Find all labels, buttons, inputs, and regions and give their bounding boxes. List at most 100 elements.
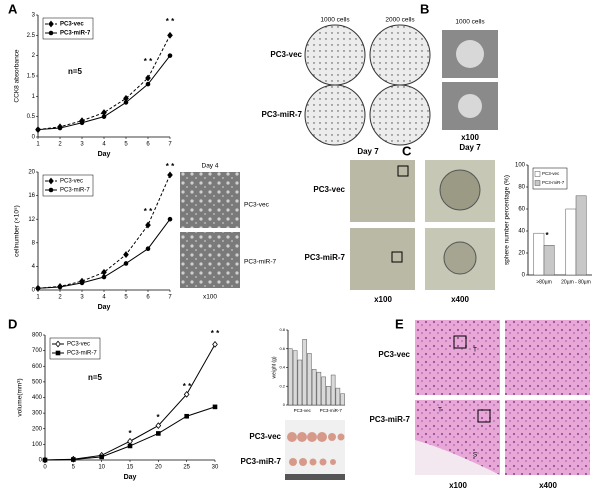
bar bbox=[575, 195, 587, 276]
annotation: * * bbox=[144, 57, 153, 66]
y-tick-label: 0 bbox=[522, 273, 526, 279]
marker bbox=[212, 404, 218, 410]
image-label: T bbox=[438, 407, 442, 414]
x-tick-label: 7 bbox=[168, 142, 172, 148]
image-label: Day 7 bbox=[357, 147, 379, 156]
colony-dishes bbox=[304, 24, 431, 146]
x-axis-label: Day bbox=[98, 304, 111, 311]
photo bbox=[350, 228, 415, 290]
marker bbox=[57, 125, 63, 131]
marker bbox=[35, 285, 41, 291]
photo bbox=[415, 320, 500, 395]
image-label: T bbox=[473, 347, 477, 354]
image-label: PC3-miR-7 bbox=[370, 415, 411, 424]
image-label: S bbox=[473, 452, 478, 459]
x-tick-label: 20µm - 80µm bbox=[561, 279, 591, 285]
y-tick-label: 4 bbox=[32, 264, 36, 270]
image-label: PC3-vec bbox=[270, 50, 302, 59]
y-tick-label: 0.5 bbox=[27, 114, 36, 120]
y-tick-label: 40 bbox=[518, 229, 525, 235]
legend-box bbox=[49, 337, 101, 360]
annotation: * * bbox=[211, 329, 220, 338]
legend-box bbox=[42, 17, 94, 40]
panel-label: E bbox=[395, 316, 404, 331]
x-tick-label: 20 bbox=[155, 465, 162, 471]
y-tick-label: 0.6 bbox=[279, 346, 285, 351]
y-tick-label: 400 bbox=[32, 395, 43, 401]
bar bbox=[330, 374, 336, 406]
marker bbox=[183, 390, 190, 398]
marker bbox=[155, 422, 162, 430]
legend-box bbox=[42, 174, 94, 197]
bar bbox=[307, 353, 312, 406]
y-tick-label: 1 bbox=[32, 94, 36, 100]
x-tick-label: 6 bbox=[146, 295, 150, 301]
bar bbox=[335, 387, 341, 406]
marker bbox=[156, 431, 161, 436]
x-tick-label: 7 bbox=[168, 295, 172, 301]
y-tick-label: 0 bbox=[39, 458, 43, 464]
y-tick-label: 12 bbox=[28, 217, 35, 223]
y-tick-label: 0 bbox=[32, 288, 36, 294]
marker bbox=[145, 221, 151, 229]
marker bbox=[145, 246, 151, 251]
photo bbox=[505, 320, 590, 395]
x-tick-label: 15 bbox=[127, 465, 134, 471]
marker bbox=[79, 120, 85, 126]
marker bbox=[123, 261, 129, 266]
image-label: PC3-vec bbox=[313, 185, 345, 194]
y-axis-label: CCK8 absorbance bbox=[14, 49, 21, 102]
y-tick-label: 800 bbox=[32, 333, 43, 339]
marker bbox=[101, 114, 107, 119]
image-label: x100 bbox=[461, 133, 479, 142]
bar bbox=[316, 371, 322, 406]
y-tick-label: 100 bbox=[515, 163, 526, 169]
bar bbox=[340, 393, 345, 406]
y-tick-label: 600 bbox=[32, 364, 43, 370]
y-tick-label: 2 bbox=[32, 53, 36, 59]
y-tick-label: 3 bbox=[32, 13, 36, 19]
x-tick-label: 2 bbox=[58, 295, 62, 301]
image-label: x400 bbox=[539, 481, 557, 490]
image-label: PC3-miR-7 bbox=[241, 457, 282, 466]
x-tick-label: 3 bbox=[80, 142, 84, 148]
legend-swatch bbox=[534, 171, 541, 177]
y-tick-label: 100 bbox=[32, 442, 43, 448]
stroma bbox=[415, 440, 500, 475]
x-tick-label: 5 bbox=[72, 465, 76, 471]
marker bbox=[167, 53, 173, 58]
legend-swatch bbox=[534, 180, 541, 186]
x-tick-label: 0 bbox=[43, 465, 47, 471]
image-label: 1000 cells bbox=[320, 17, 350, 24]
marker bbox=[79, 280, 85, 286]
image-label: 1000 cells bbox=[455, 19, 485, 26]
marker bbox=[127, 443, 133, 449]
panel-label: D bbox=[8, 316, 17, 331]
x-tick-label: 2 bbox=[58, 142, 62, 148]
y-tick-label: 20 bbox=[28, 170, 35, 176]
x-tick-label: 4 bbox=[102, 142, 106, 148]
image-label: PC3-vec bbox=[249, 432, 281, 441]
image-label: 2000 cells bbox=[385, 17, 415, 24]
marker bbox=[123, 251, 129, 259]
y-axis-label: weight (g) bbox=[271, 356, 277, 378]
x-axis-label: Day bbox=[124, 474, 137, 481]
annotation: n=5 bbox=[88, 373, 103, 382]
annotation: * * bbox=[166, 162, 175, 171]
marker bbox=[57, 284, 63, 290]
group-label: PC3-miR-7 bbox=[320, 408, 343, 413]
legend-box bbox=[532, 167, 568, 190]
bar bbox=[288, 348, 293, 406]
photo bbox=[180, 172, 240, 228]
marker bbox=[55, 340, 61, 348]
y-tick-label: 20 bbox=[518, 251, 525, 257]
x-tick-label: 1 bbox=[36, 142, 40, 148]
marker bbox=[167, 216, 173, 222]
marker bbox=[145, 81, 151, 87]
annotation: * * bbox=[144, 207, 153, 216]
y-tick-label: 16 bbox=[28, 193, 35, 199]
marker bbox=[127, 437, 133, 445]
x-tick-label: 10 bbox=[98, 465, 105, 471]
legend-label: PC3-vec bbox=[67, 342, 90, 348]
